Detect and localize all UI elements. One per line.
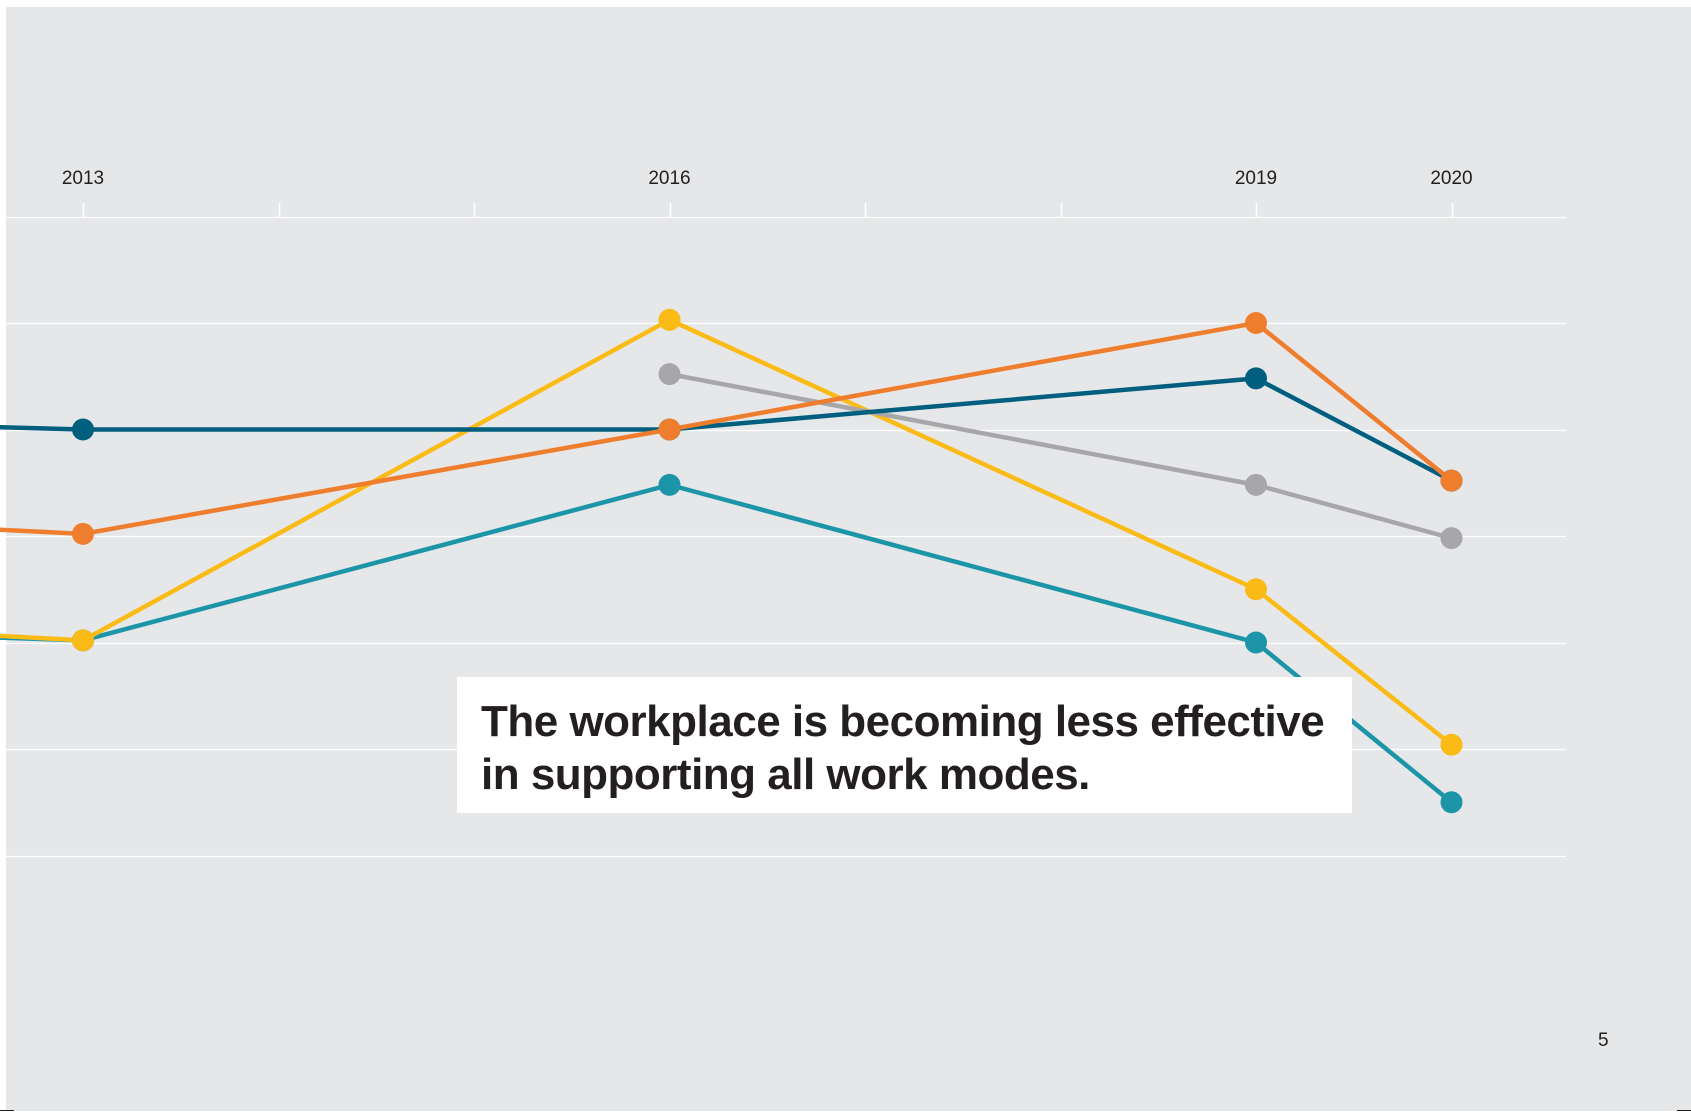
data-point	[72, 629, 94, 652]
crop-mark-left	[0, 1110, 14, 1111]
data-point	[72, 522, 94, 545]
series-line	[0, 376, 1453, 483]
data-point	[1440, 469, 1463, 492]
series-line	[669, 371, 1453, 541]
x-tick-label: 2020	[1430, 168, 1472, 189]
data-point	[658, 363, 681, 386]
data-point	[1245, 473, 1267, 496]
series-points	[72, 308, 1463, 814]
chart-page	[6, 7, 1691, 1111]
data-point	[1440, 733, 1463, 756]
data-point	[72, 418, 94, 441]
data-point	[1245, 312, 1267, 334]
data-point	[658, 473, 681, 496]
data-point	[1245, 631, 1267, 654]
data-point	[658, 418, 681, 441]
x-tick-label: 2016	[648, 168, 690, 189]
x-tick-label: 2019	[1235, 168, 1277, 189]
x-axis: 2013 2016 2019 2020	[62, 168, 1473, 217]
callout-box: The workplace is becoming less effective…	[457, 677, 1352, 813]
data-point	[658, 308, 681, 331]
page-number: 5	[1598, 1030, 1609, 1051]
data-point	[1245, 367, 1267, 390]
callout-text: The workplace is becoming less effective…	[481, 697, 1325, 799]
data-point	[1440, 791, 1463, 814]
data-point	[1245, 578, 1267, 601]
data-point	[1440, 527, 1463, 550]
crop-mark-right	[1677, 1110, 1691, 1111]
x-tick-label: 2013	[62, 168, 104, 189]
